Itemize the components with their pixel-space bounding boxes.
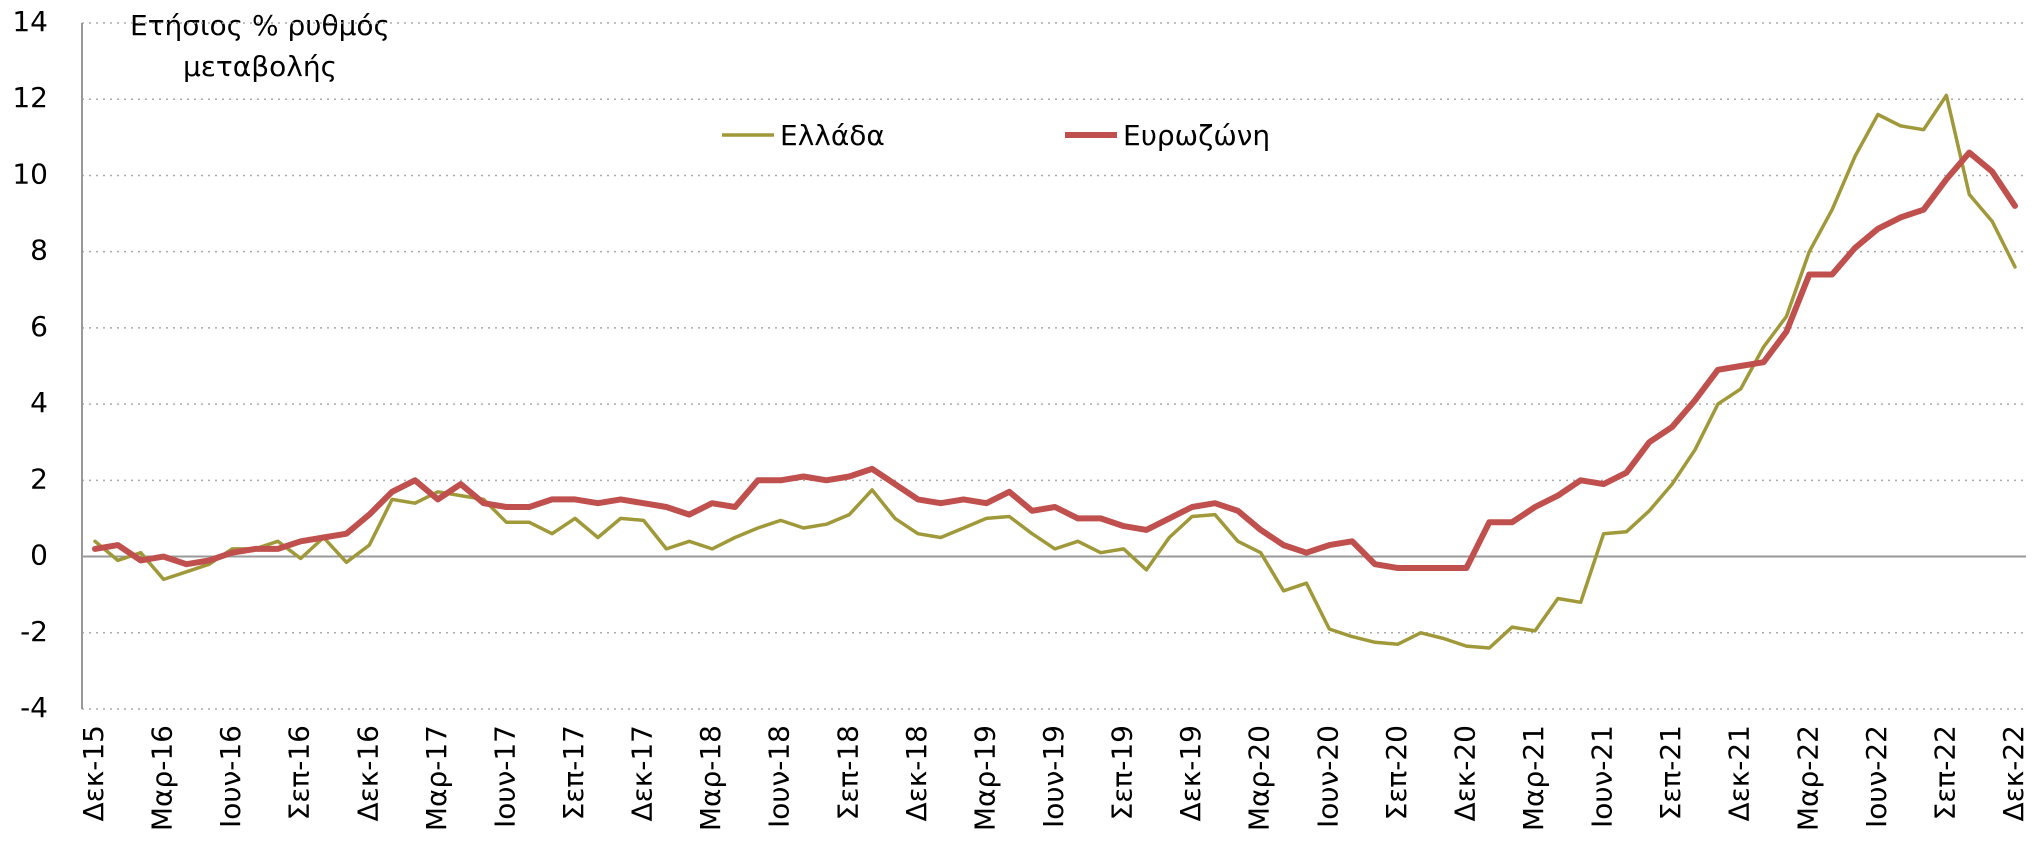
y-tick-label: -4	[20, 691, 48, 724]
x-tick-label: Ιουν-19	[1037, 725, 1070, 828]
x-tick-label: Δεκ-17	[626, 725, 659, 822]
x-tick-label: Σεπ-20	[1380, 725, 1413, 820]
x-tick-label: Ιουν-22	[1860, 725, 1893, 828]
x-tick-label: Μαρ-22	[1791, 725, 1824, 831]
x-tick-label: Δεκ-21	[1723, 725, 1756, 822]
x-tick-label: Μαρ-16	[146, 725, 179, 831]
y-tick-label: 12	[12, 81, 48, 114]
y-tick-label: 6	[30, 310, 48, 343]
y-tick-label: 2	[30, 462, 48, 495]
x-tick-label: Μαρ-17	[420, 725, 453, 831]
y-tick-label: 8	[30, 234, 48, 267]
x-tick-label: Σεπ-18	[831, 725, 864, 820]
x-tick-label: Σεπ-17	[557, 725, 590, 820]
y-axis-label: μεταβολής	[183, 50, 337, 83]
x-tick-label: Ιουν-21	[1586, 725, 1619, 828]
x-tick-label: Σεπ-22	[1928, 725, 1961, 820]
x-tick-label: Ιουν-16	[214, 725, 247, 828]
series-line	[92, 149, 2018, 571]
y-tick-label: -2	[20, 615, 48, 648]
x-tick-label: Μαρ-20	[1243, 725, 1276, 831]
x-tick-label: Ιουν-17	[488, 725, 521, 828]
x-tick-label: Σεπ-21	[1654, 725, 1687, 820]
y-tick-label: 10	[12, 157, 48, 190]
series-line	[93, 93, 2017, 650]
legend-label: Ελλάδα	[780, 119, 885, 152]
x-tick-label: Μαρ-18	[694, 725, 727, 831]
legend-label: Ευρωζώνη	[1123, 119, 1270, 152]
x-tick-label: Ιουν-20	[1311, 725, 1344, 828]
y-tick-label: 14	[12, 5, 48, 38]
x-tick-label: Δεκ-18	[900, 725, 933, 822]
x-tick-label: Δεκ-22	[1997, 725, 2030, 822]
x-tick-label: Μαρ-21	[1517, 725, 1550, 831]
x-tick-label: Ιουν-18	[763, 725, 796, 828]
x-tick-label: Σεπ-16	[283, 725, 316, 820]
y-axis-label: Ετήσιος % ρυθμός	[130, 9, 390, 42]
x-tick-label: Σεπ-19	[1106, 725, 1139, 820]
x-tick-label: Δεκ-15	[77, 725, 110, 822]
y-tick-label: 0	[30, 539, 48, 572]
x-tick-label: Μαρ-19	[968, 725, 1001, 831]
x-tick-label: Δεκ-19	[1174, 725, 1207, 822]
x-tick-label: Δεκ-20	[1448, 725, 1481, 822]
y-tick-label: 4	[30, 386, 48, 419]
x-tick-label: Δεκ-16	[351, 725, 384, 822]
